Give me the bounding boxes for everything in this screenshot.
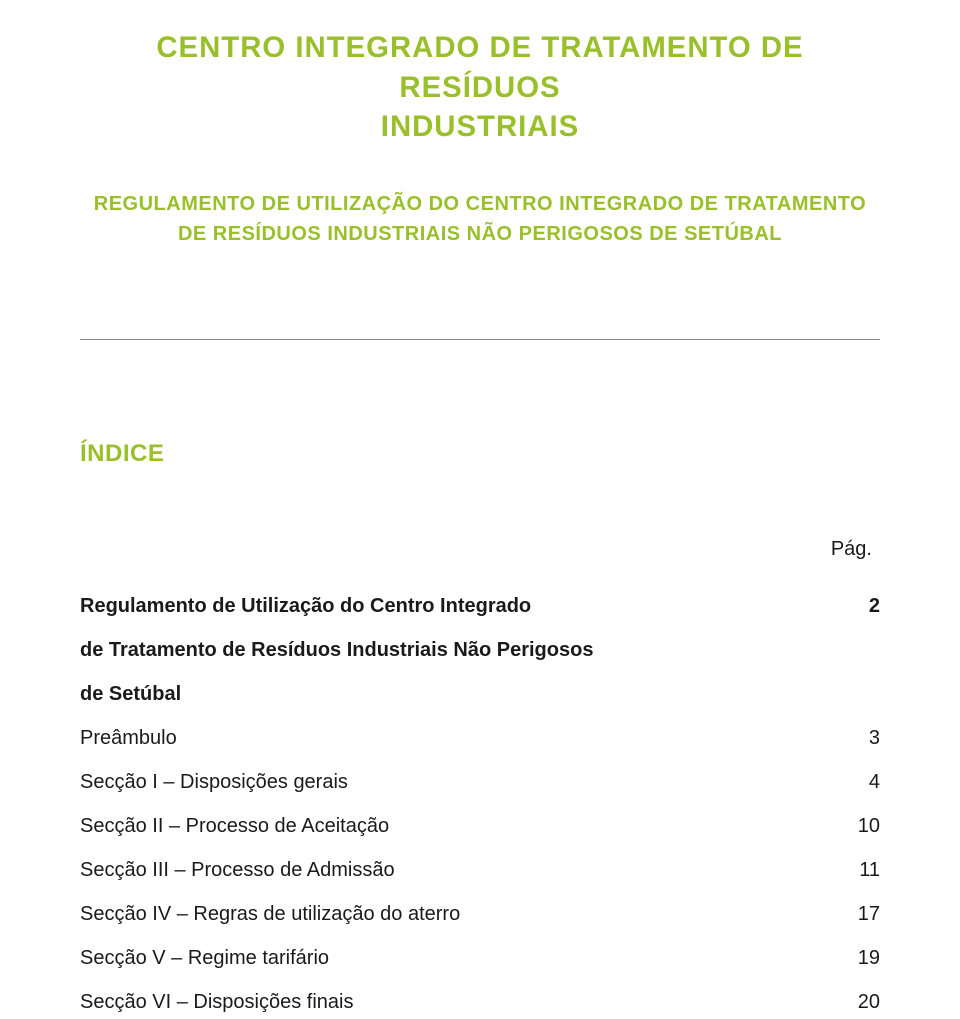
toc-group-label-3: de Setúbal <box>80 677 830 711</box>
toc-item-label: Secção III – Processo de Admissão <box>80 853 830 887</box>
indice-heading: ÍNDICE <box>80 440 880 468</box>
pag-header-row: Pág. <box>80 538 880 561</box>
toc-group-line-2: de Tratamento de Resíduos Industriais Nã… <box>80 633 880 667</box>
toc-item-page: 3 <box>830 721 880 755</box>
main-title: CENTRO INTEGRADO DE TRATAMENTO DE RESÍDU… <box>80 28 880 147</box>
toc-item-page: 17 <box>830 897 880 931</box>
main-title-line-2: INDUSTRIAIS <box>80 107 880 147</box>
toc-item-label: Preâmbulo <box>80 721 830 755</box>
toc-item-page: 19 <box>830 941 880 975</box>
toc-group-label-2: de Tratamento de Resíduos Industriais Nã… <box>80 633 830 667</box>
toc-row: Preâmbulo 3 <box>80 721 880 755</box>
toc-group-label-1: Regulamento de Utilização do Centro Inte… <box>80 589 830 623</box>
toc-item-label: Secção IV – Regras de utilização do ater… <box>80 897 830 931</box>
main-title-line-1: CENTRO INTEGRADO DE TRATAMENTO DE RESÍDU… <box>80 28 880 107</box>
subtitle-line-1: REGULAMENTO DE UTILIZAÇÃO DO CENTRO INTE… <box>80 189 880 219</box>
toc-row: Secção I – Disposições gerais 4 <box>80 765 880 799</box>
toc-row: Secção II – Processo de Aceitação 10 <box>80 809 880 843</box>
toc-item-page: 20 <box>830 985 880 1019</box>
toc-group-line-3: de Setúbal <box>80 677 880 711</box>
toc-item-page: 11 <box>830 853 880 887</box>
toc-item-label: Secção I – Disposições gerais <box>80 765 830 799</box>
toc-row: Secção V – Regime tarifário 19 <box>80 941 880 975</box>
document-page: CENTRO INTEGRADO DE TRATAMENTO DE RESÍDU… <box>0 0 960 927</box>
toc-item-label: Secção II – Processo de Aceitação <box>80 809 830 843</box>
toc-item-label: Secção VI – Disposições finais <box>80 985 830 1019</box>
subtitle: REGULAMENTO DE UTILIZAÇÃO DO CENTRO INTE… <box>80 189 880 249</box>
toc-item-page: 10 <box>830 809 880 843</box>
divider <box>80 339 880 340</box>
toc-group-page: 2 <box>830 589 880 623</box>
pag-label: Pág. <box>831 538 880 561</box>
toc-item-label: Secção V – Regime tarifário <box>80 941 830 975</box>
subtitle-line-2: DE RESÍDUOS INDUSTRIAIS NÃO PERIGOSOS DE… <box>80 219 880 249</box>
toc-item-page: 4 <box>830 765 880 799</box>
toc-row: Secção IV – Regras de utilização do ater… <box>80 897 880 931</box>
toc-group-line-1: Regulamento de Utilização do Centro Inte… <box>80 589 880 623</box>
toc-row: Secção III – Processo de Admissão 11 <box>80 853 880 887</box>
toc-row: Secção VI – Disposições finais 20 <box>80 985 880 1019</box>
